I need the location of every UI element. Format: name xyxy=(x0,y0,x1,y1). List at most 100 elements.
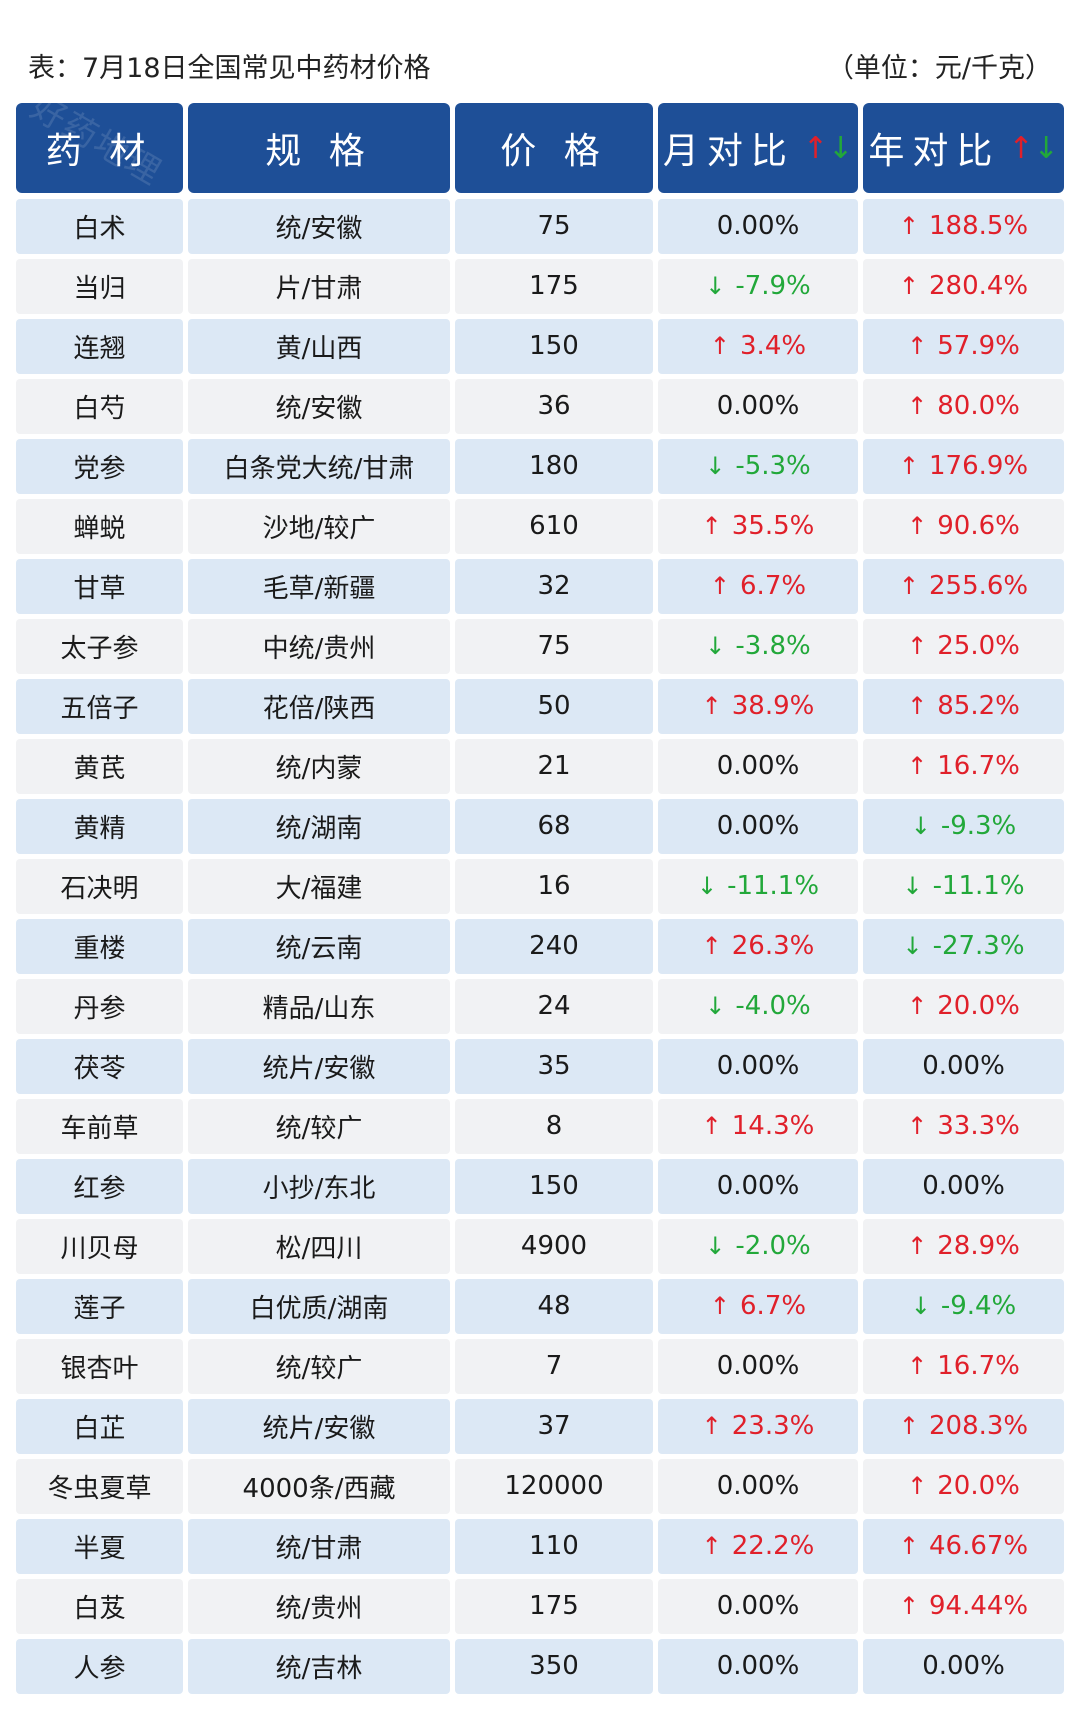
herb-cell: 石决明 xyxy=(16,859,183,914)
month-change-cell: ↑ 26.3% xyxy=(658,919,858,974)
herb-cell-text: 当归 xyxy=(73,273,126,304)
price-cell: 21 xyxy=(455,739,653,794)
month-change-cell-text: -2.0% xyxy=(735,1231,811,1262)
year-change-cell: ↓ -27.3% xyxy=(863,919,1064,974)
year-change-cell: ↑ 80.0% xyxy=(863,379,1064,434)
price-cell-text: 68 xyxy=(537,811,571,842)
spec-cell-text: 统片/安徽 xyxy=(262,1413,376,1444)
year-change-cell: ↑ 25.0% xyxy=(863,619,1064,674)
year-change-cell: ↑ 20.0% xyxy=(863,1459,1064,1514)
spec-cell-text: 统/吉林 xyxy=(275,1653,363,1684)
table-row: 白芨 统/贵州 175 0.00% ↑ 94.44% xyxy=(16,1579,1064,1634)
price-cell-text: 21 xyxy=(537,751,571,782)
price-cell: 75 xyxy=(455,619,653,674)
herb-cell: 茯苓 xyxy=(16,1039,183,1094)
spec-cell-text: 统/甘肃 xyxy=(275,1533,363,1564)
year-change-cell: ↑ 176.9% xyxy=(863,439,1064,494)
herb-cell: 连翘 xyxy=(16,319,183,374)
spec-cell-text: 松/四川 xyxy=(275,1233,363,1264)
arrow-up-icon: ↑ xyxy=(907,392,928,421)
table-row: 白术 统/安徽 75 0.00% ↑ 188.5% xyxy=(16,199,1064,254)
spec-cell-text: 片/甘肃 xyxy=(275,273,363,304)
month-change-cell-text: 0.00% xyxy=(716,1051,800,1082)
price-cell: 240 xyxy=(455,919,653,974)
arrow-down-icon: ↓ xyxy=(705,452,726,481)
spec-cell: 中统/贵州 xyxy=(188,619,450,674)
year-change-cell-text: -11.1% xyxy=(932,871,1025,902)
herb-cell: 党参 xyxy=(16,439,183,494)
herb-cell: 当归 xyxy=(16,259,183,314)
year-change-cell: ↑ 255.6% xyxy=(863,559,1064,614)
header-price-label: 价 格 xyxy=(500,131,608,172)
month-change-cell-text: -5.3% xyxy=(735,451,811,482)
spec-cell-text: 统/安徽 xyxy=(275,393,363,424)
spec-cell: 花倍/陕西 xyxy=(188,679,450,734)
herb-cell-text: 蝉蜕 xyxy=(73,513,126,544)
arrow-up-icon: ↑ xyxy=(701,1412,722,1441)
table-row: 川贝母 松/四川 4900 ↓ -2.0% ↑ 28.9% xyxy=(16,1219,1064,1274)
herb-cell-text: 白芨 xyxy=(73,1593,126,1624)
year-change-cell: 0.00% xyxy=(863,1159,1064,1214)
herb-cell-text: 川贝母 xyxy=(60,1233,139,1264)
price-cell-text: 610 xyxy=(529,511,579,542)
herb-cell-text: 白芍 xyxy=(73,393,126,424)
year-change-cell-text: 80.0% xyxy=(937,391,1020,422)
spec-cell: 片/甘肃 xyxy=(188,259,450,314)
spec-cell-text: 统/湖南 xyxy=(275,813,363,844)
price-cell-text: 175 xyxy=(529,1591,579,1622)
herb-cell: 冬虫夏草 xyxy=(16,1459,183,1514)
year-change-cell: ↑ 16.7% xyxy=(863,739,1064,794)
herb-cell-text: 白术 xyxy=(73,213,126,244)
price-cell-text: 180 xyxy=(529,451,579,482)
price-cell-text: 4900 xyxy=(520,1231,588,1262)
price-cell-text: 150 xyxy=(529,331,579,362)
year-change-cell-text: 280.4% xyxy=(928,271,1029,302)
price-cell-text: 120000 xyxy=(504,1471,604,1502)
header-month: 月对比 ↑↓ xyxy=(658,103,858,193)
arrow-up-icon: ↑ xyxy=(907,1472,928,1501)
spec-cell: 毛草/新疆 xyxy=(188,559,450,614)
herb-cell: 莲子 xyxy=(16,1279,183,1334)
month-change-cell-text: 0.00% xyxy=(716,1171,800,1202)
price-cell: 32 xyxy=(455,559,653,614)
arrow-up-icon: ↑ xyxy=(898,272,919,301)
table-row: 半夏 统/甘肃 110 ↑ 22.2% ↑ 46.67% xyxy=(16,1519,1064,1574)
year-change-cell: ↑ 57.9% xyxy=(863,319,1064,374)
herb-cell-text: 石决明 xyxy=(60,873,139,904)
spec-cell: 大/福建 xyxy=(188,859,450,914)
table-row: 茯苓 统片/安徽 35 0.00% 0.00% xyxy=(16,1039,1064,1094)
table-row: 银杏叶 统/较广 7 0.00% ↑ 16.7% xyxy=(16,1339,1064,1394)
price-cell: 175 xyxy=(455,1579,653,1634)
price-cell-text: 16 xyxy=(537,871,571,902)
arrow-up-icon: ↑ xyxy=(898,212,919,241)
header-year: 年对比 ↑↓ xyxy=(863,103,1064,193)
table-row: 莲子 白优质/湖南 48 ↑ 6.7% ↓ -9.4% xyxy=(16,1279,1064,1334)
price-cell: 120000 xyxy=(455,1459,653,1514)
price-cell-text: 175 xyxy=(529,271,579,302)
arrow-down-icon: ↓ xyxy=(902,932,923,961)
arrow-up-icon: ↑ xyxy=(709,572,731,601)
arrow-up-icon: ↑ xyxy=(898,1412,919,1441)
spec-cell: 黄/山西 xyxy=(188,319,450,374)
year-change-cell-text: 33.3% xyxy=(937,1111,1020,1142)
herb-cell-text: 白芷 xyxy=(73,1413,126,1444)
month-change-cell-text: 0.00% xyxy=(716,811,800,842)
spec-cell: 统片/安徽 xyxy=(188,1039,450,1094)
month-change-cell-text: 0.00% xyxy=(716,1471,800,1502)
month-change-cell-text: 0.00% xyxy=(716,211,800,242)
herb-cell: 黄精 xyxy=(16,799,183,854)
year-change-cell: ↑ 16.7% xyxy=(863,1339,1064,1394)
arrow-up-icon: ↑ xyxy=(898,572,919,601)
price-cell: 50 xyxy=(455,679,653,734)
month-change-cell: 0.00% xyxy=(658,1039,858,1094)
month-change-cell-text: 6.7% xyxy=(740,571,807,602)
spec-cell-text: 白优质/湖南 xyxy=(249,1293,389,1324)
herb-cell-text: 莲子 xyxy=(73,1293,126,1324)
spec-cell: 统/较广 xyxy=(188,1339,450,1394)
header-price: 价 格 xyxy=(455,103,653,193)
table-row: 甘草 毛草/新疆 32 ↑ 6.7% ↑ 255.6% xyxy=(16,559,1064,614)
table-row: 白芷 统片/安徽 37 ↑ 23.3% ↑ 208.3% xyxy=(16,1399,1064,1454)
spec-cell: 白条党大统/甘肃 xyxy=(188,439,450,494)
price-cell-text: 50 xyxy=(537,691,571,722)
herb-cell: 丹参 xyxy=(16,979,183,1034)
